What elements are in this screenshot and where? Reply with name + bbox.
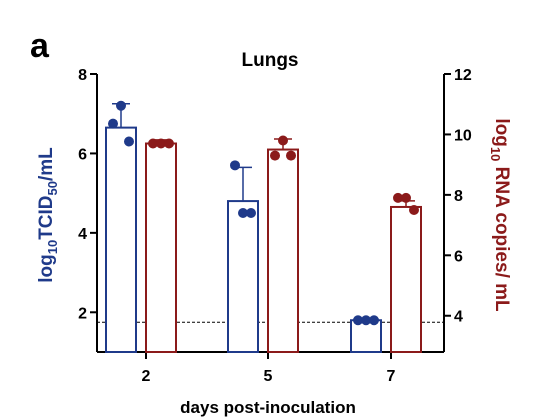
data-point xyxy=(246,208,256,218)
x-tick-label: 7 xyxy=(387,368,396,385)
data-point xyxy=(230,160,240,171)
axis-label-part: TCID xyxy=(36,195,57,239)
y-right-tick-label: 12 xyxy=(454,67,472,84)
chart-title: Lungs xyxy=(242,50,299,71)
x-tick-label: 5 xyxy=(264,368,273,385)
bar xyxy=(267,148,299,353)
axis-label-part: log xyxy=(36,254,57,283)
data-point xyxy=(270,150,280,161)
axis-label-part: log xyxy=(491,118,512,147)
data-point xyxy=(278,135,288,146)
data-point xyxy=(156,138,166,149)
data-point xyxy=(116,100,126,111)
y-right-tick-label: 8 xyxy=(454,188,463,205)
y-right-tick-label: 10 xyxy=(454,127,472,144)
panel-label: a xyxy=(30,27,50,65)
data-point xyxy=(409,204,419,215)
data-point xyxy=(124,136,134,147)
data-point xyxy=(164,138,174,149)
bar xyxy=(105,126,137,353)
y-left-tick-label: 6 xyxy=(78,146,87,163)
bar xyxy=(145,142,177,353)
data-point xyxy=(361,315,371,326)
y-right-tick-label: 6 xyxy=(454,248,463,265)
plot-area: 2 4 6 8 4 6 8 10 12 2 5 7 xyxy=(78,67,472,385)
axis-label-part: /mL xyxy=(36,147,57,181)
bar xyxy=(227,200,259,353)
y-left-tick-label: 8 xyxy=(78,67,87,84)
data-point xyxy=(148,138,158,149)
data-point xyxy=(393,192,403,203)
data-point xyxy=(108,118,118,129)
axis-label-part: RNA copies/ mL xyxy=(491,161,512,312)
x-axis-label: days post-inoculation xyxy=(180,398,356,417)
axis-label-part: 10 xyxy=(45,240,60,254)
axis-label-part: 10 xyxy=(488,147,503,161)
y-axis-right-label: log10 RNA copies/ mL xyxy=(488,118,512,312)
y-axis-left-label: log10TCID50/mL xyxy=(36,147,60,283)
data-point xyxy=(286,150,296,161)
y-right-tick-label: 4 xyxy=(454,309,463,326)
data-point xyxy=(238,208,248,218)
data-point xyxy=(369,315,379,326)
y-left-tick-label: 2 xyxy=(78,305,87,322)
axis-label-part: 50 xyxy=(45,181,60,195)
y-left-tick-label: 4 xyxy=(78,226,87,243)
x-tick-label: 2 xyxy=(142,368,151,385)
data-point xyxy=(353,315,363,326)
data-point xyxy=(401,192,411,203)
bar xyxy=(390,205,422,353)
